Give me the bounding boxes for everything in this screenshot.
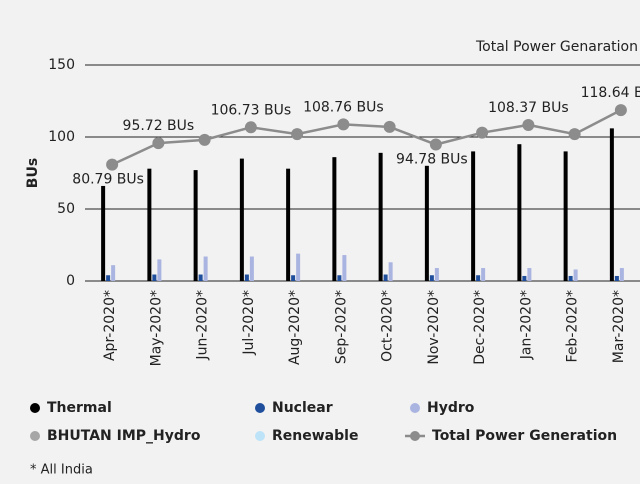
- bar: [424, 165, 429, 281]
- x-tick-label: Jul-2020*: [241, 290, 257, 356]
- legend-label: Nuclear: [272, 400, 333, 416]
- x-tick-label: Nov-2020*: [426, 290, 442, 365]
- line-point: [106, 158, 119, 171]
- legend-marker: [30, 431, 40, 441]
- line-point: [476, 126, 489, 139]
- legend-marker: [410, 403, 420, 413]
- x-tick-label: Apr-2020*: [102, 290, 118, 361]
- bar: [106, 275, 111, 281]
- x-tick-label: Oct-2020*: [380, 290, 396, 362]
- x-tick-label: Sep-2020*: [333, 290, 349, 364]
- bar: [434, 268, 439, 281]
- x-tick-label: Jan-2020*: [518, 290, 534, 360]
- bar: [378, 152, 383, 281]
- bar: [101, 185, 106, 281]
- bar: [249, 256, 254, 281]
- x-tick-label: Jun-2020*: [195, 290, 211, 361]
- legend-label: Hydro: [427, 400, 475, 416]
- bar: [429, 275, 434, 281]
- bar: [198, 274, 203, 281]
- line-point: [152, 137, 165, 150]
- bar: [332, 157, 337, 281]
- bar: [203, 256, 208, 281]
- line-point: [291, 128, 304, 141]
- bar: [471, 151, 476, 281]
- bar: [111, 265, 116, 281]
- line-point: [522, 118, 535, 131]
- line-point: [614, 104, 627, 117]
- bar: [481, 268, 486, 281]
- bar: [147, 168, 152, 281]
- data-label: 118.64 BUs: [581, 85, 640, 101]
- data-label: 106.73 BUs: [211, 102, 292, 118]
- data-label: 80.79 BUs: [72, 172, 144, 188]
- bar: [517, 144, 522, 281]
- line-point: [568, 128, 581, 141]
- legend-marker: [410, 431, 420, 441]
- y-tick-label: 100: [48, 129, 75, 145]
- bar: [291, 275, 296, 281]
- bar: [614, 275, 619, 281]
- bar: [573, 269, 578, 281]
- bar: [152, 274, 157, 281]
- x-tick-label: Dec-2020*: [472, 290, 488, 365]
- bar: [296, 253, 301, 281]
- bar: [286, 168, 291, 281]
- line: [111, 109, 622, 166]
- legend-label: BHUTAN IMP_Hydro: [47, 428, 201, 444]
- line-point: [244, 121, 257, 134]
- y-axis-label: BUs: [25, 158, 41, 188]
- bar: [568, 275, 573, 281]
- bar: [476, 275, 481, 281]
- bar: [522, 275, 527, 281]
- legend-label: Renewable: [272, 428, 358, 444]
- line-point: [383, 120, 396, 133]
- data-label: 95.72 BUs: [123, 118, 195, 134]
- bar: [337, 275, 342, 281]
- annotation: Total Power Genaration: [475, 39, 638, 55]
- bar: [157, 259, 162, 281]
- data-label: 94.78 BUs: [396, 152, 468, 168]
- x-tick-label: Aug-2020*: [287, 290, 303, 365]
- bar: [527, 268, 532, 281]
- line-point: [337, 118, 350, 131]
- bar: [619, 268, 624, 281]
- legend-marker: [30, 403, 40, 413]
- bar: [609, 128, 614, 281]
- line-point: [429, 138, 442, 151]
- line-point: [198, 133, 211, 146]
- footnote: * All India: [30, 463, 93, 478]
- legend-marker: [255, 403, 265, 413]
- bar: [563, 151, 568, 281]
- data-label: 108.37 BUs: [488, 100, 569, 116]
- legend-label: Total Power Generation: [432, 428, 617, 444]
- y-tick-label: 50: [57, 201, 75, 217]
- bar: [239, 158, 244, 281]
- legend-label: Thermal: [47, 400, 112, 416]
- y-tick-label: 0: [66, 273, 75, 289]
- y-tick-label: 150: [48, 57, 75, 73]
- bar: [383, 274, 388, 281]
- x-tick-label: May-2020*: [148, 290, 164, 366]
- bar: [342, 255, 347, 281]
- data-label: 108.76 BUs: [303, 99, 384, 115]
- bar: [244, 274, 249, 281]
- x-tick-label: Mar-2020*: [611, 290, 627, 363]
- x-tick-label: Feb-2020*: [565, 290, 581, 362]
- bar: [193, 170, 198, 281]
- bar: [388, 262, 393, 281]
- legend-marker: [255, 431, 265, 441]
